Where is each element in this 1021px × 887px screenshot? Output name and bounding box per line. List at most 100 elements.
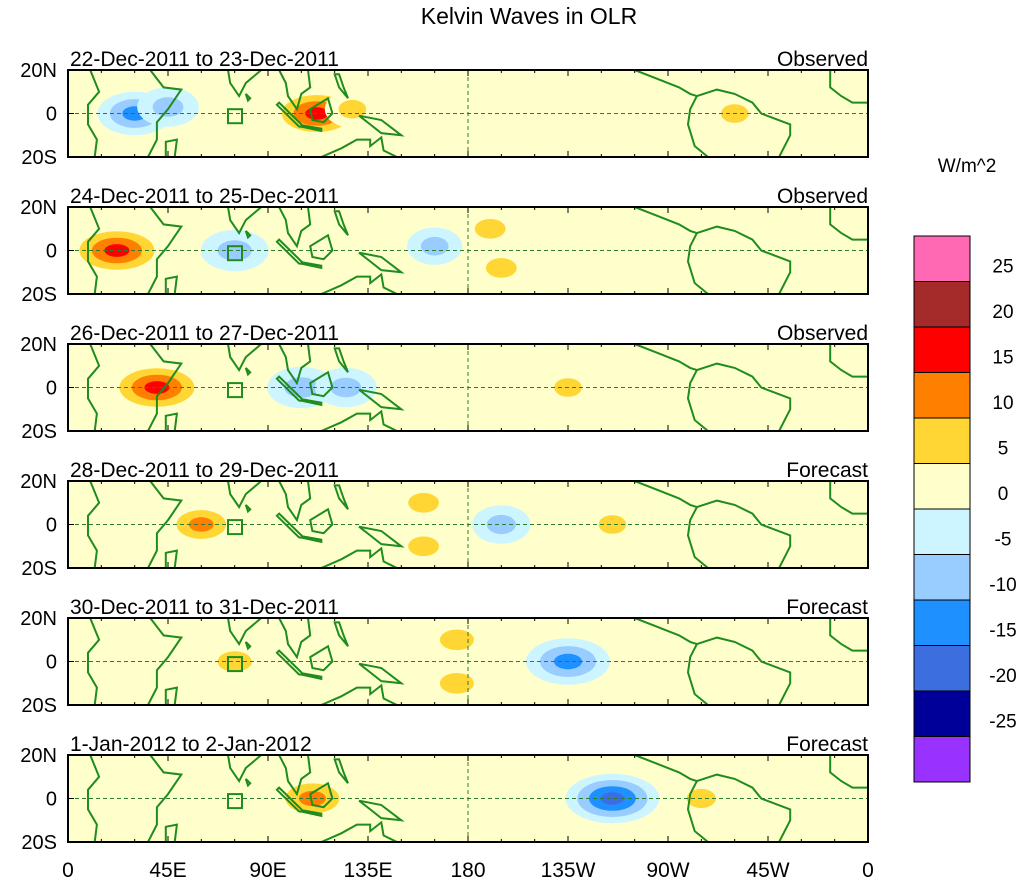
coastline: [320, 683, 398, 705]
anomaly-contour: [598, 515, 627, 534]
anomaly-contour: [104, 244, 130, 257]
coastline: [227, 207, 262, 236]
panel-field: [68, 207, 868, 294]
coastline: [829, 755, 868, 789]
anomaly-contour: [439, 629, 474, 651]
coastline: [686, 506, 709, 568]
coastline: [147, 481, 184, 568]
coastline: [320, 546, 398, 568]
y-tick-label: 0: [46, 652, 57, 674]
anomaly-contour: [217, 651, 252, 672]
coastline: [298, 809, 323, 818]
colorbar-label: -5: [995, 530, 1012, 551]
panel-1: 20N 0 20S 22-Dec-2011 to 23-Dec-2011 Observe…: [20, 48, 869, 169]
panel-period-label: 1-Jan-2012 to 2-Jan-2012: [70, 733, 312, 756]
anomaly-contour: [408, 536, 439, 557]
coastline: [244, 778, 252, 788]
coastline: [696, 362, 792, 431]
x-axis: 0 45E 90E 135E 180 135W 90W 45W 0: [62, 859, 874, 882]
anomaly-contour: [152, 97, 184, 117]
anomaly-contour: [600, 792, 625, 805]
panel-period-label: 30-Dec-2011 to 31-Dec-2011: [70, 596, 339, 619]
x-tick-label: 90W: [646, 859, 689, 882]
coastline: [309, 507, 334, 535]
coastline: [164, 549, 179, 568]
y-tick-label: 0: [46, 104, 57, 126]
coastline: [147, 618, 184, 705]
coastline: [309, 781, 334, 809]
x-tick-label: 45E: [149, 859, 186, 882]
x-tick-label: 45W: [746, 859, 789, 882]
chart-title: Kelvin Waves in OLR: [421, 3, 637, 29]
panel-period-label: 24-Dec-2011 to 25-Dec-2011: [70, 185, 339, 208]
coastline: [358, 251, 405, 274]
colorbar-label: 15: [992, 348, 1013, 369]
coastline: [686, 95, 709, 157]
colorbar-label: -10: [989, 575, 1016, 596]
y-tick-label: 20N: [20, 745, 57, 767]
coastline: [147, 344, 184, 431]
colorbar-swatch: [913, 599, 971, 646]
coastline: [244, 93, 252, 103]
panel-field: [68, 70, 868, 157]
colorbar-label: -20: [989, 666, 1016, 687]
colorbar: W/m^2 25 20 15 10 5 0 -5 -10 -15 -20 -25: [913, 156, 1017, 783]
coastline: [829, 344, 868, 378]
reference-box: [227, 793, 243, 810]
panel-field: [68, 755, 868, 842]
coastline: [278, 755, 312, 797]
panel-4: 20N 0 20S 28-Dec-2011 to 29-Dec-2011 Forecas…: [20, 459, 869, 580]
anomaly-contour: [298, 790, 326, 807]
coastline: [309, 233, 334, 261]
coastline: [244, 367, 252, 377]
anomaly-contour: [338, 99, 367, 119]
coastline: [686, 369, 709, 431]
coastline: [278, 344, 312, 386]
coastline: [333, 758, 349, 784]
coastline: [358, 388, 405, 411]
coastline: [696, 636, 792, 705]
coastline: [164, 138, 179, 157]
coastline: [164, 412, 179, 431]
colorbar-label: 0: [998, 484, 1009, 505]
panel-status-label: Observed: [777, 322, 868, 345]
coastline: [634, 481, 698, 509]
coastline: [164, 275, 179, 294]
anomaly-contour: [519, 77, 572, 115]
y-tick-label: 20N: [20, 60, 57, 82]
colorbar-swatch: [913, 417, 971, 464]
panel-status-label: Forecast: [786, 733, 868, 756]
coastline: [686, 643, 709, 705]
reference-box: [227, 382, 243, 399]
coastline: [164, 823, 179, 842]
panel-field: [68, 618, 868, 705]
coastline: [320, 409, 398, 431]
coastline: [358, 799, 405, 822]
anomaly-contour: [217, 240, 252, 261]
y-tick-label: 0: [46, 378, 57, 400]
anomaly-contour: [439, 673, 474, 694]
coastline: [320, 135, 398, 157]
colorbar-swatch: [913, 736, 971, 783]
coastline: [309, 370, 334, 398]
colorbar-label: 10: [992, 393, 1013, 414]
coastline: [320, 272, 398, 294]
y-tick-label: 20S: [21, 558, 57, 580]
coastline: [298, 261, 323, 270]
colorbar-swatch: [913, 554, 971, 601]
coastline: [278, 70, 312, 112]
colorbar-swatch: [913, 235, 971, 282]
y-tick-label: 20S: [21, 147, 57, 169]
colorbar-swatch: [913, 645, 971, 692]
coastline: [686, 780, 709, 842]
coastline: [829, 481, 868, 515]
panel-status-label: Forecast: [786, 596, 868, 619]
panel-period-label: 22-Dec-2011 to 23-Dec-2011: [70, 48, 339, 71]
colorbar-label: 25: [992, 257, 1013, 278]
coastline: [333, 73, 349, 99]
coastline: [298, 124, 323, 133]
panel-5: 20N 0 20S 30-Dec-2011 to 31-Dec-2011 Forecas…: [20, 596, 869, 717]
x-tick-label: 90E: [249, 859, 286, 882]
anomaly-contour: [330, 377, 362, 398]
